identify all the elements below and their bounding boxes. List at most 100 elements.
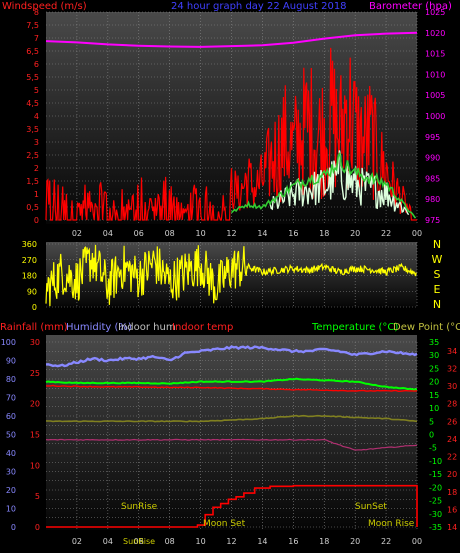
rain-tick-label: 10 (30, 461, 40, 470)
temp-x-tick-label: 00 (412, 537, 422, 546)
dew-point-tick-label: 14 (447, 523, 457, 532)
windspeed-tick-label: 2,5 (26, 151, 39, 160)
rain-tick-label: 30 (30, 338, 40, 347)
barometer-tick-label: 985 (425, 174, 440, 183)
windspeed-tick-label: 0,5 (26, 203, 39, 212)
temp-x-tick-label: 12 (226, 537, 236, 546)
humidity-tick-label: 90 (6, 357, 16, 366)
wind-x-tick-label: 00 (412, 229, 422, 238)
direction-tick-label: 180 (22, 272, 37, 281)
rain-tick-label: 15 (30, 431, 40, 440)
windspeed-tick-label: 7 (34, 34, 39, 43)
legend-rainfall: Rainfall (mm) (0, 322, 68, 333)
humidity-line (45, 345, 418, 368)
dew-point-line (45, 414, 418, 423)
wind-x-tick-label: 22 (381, 229, 391, 238)
indoor-temp-line (45, 384, 418, 393)
rain-tick-label: 5 (35, 492, 40, 501)
wind-x-tick-label: 10 (195, 229, 205, 238)
wind-x-tick-label: 20 (350, 229, 360, 238)
windspeed-tick-label: 4 (34, 112, 39, 121)
windspeed-tick-label: 6,5 (26, 47, 39, 56)
dew-point-tick-label: 18 (447, 488, 457, 497)
barometer-tick-label: 980 (425, 195, 440, 204)
wind-x-tick-label: 14 (257, 229, 267, 238)
direction-tick-label: 0 (32, 303, 37, 312)
direction-tick-label: 270 (22, 256, 37, 265)
moonrise-label: Moon Rise (368, 519, 415, 529)
windspeed-tick-label: 1 (34, 190, 39, 199)
windspeed-tick-label: 3,5 (26, 125, 39, 134)
temp-x-tick-label: 02 (72, 537, 82, 546)
dew-point-tick-label: 16 (447, 505, 457, 514)
humidity-tick-label: 40 (6, 449, 16, 458)
wind-light-line (269, 150, 410, 216)
barometer-tick-label: 995 (425, 133, 440, 142)
barometer-tick-label: 1025 (425, 8, 445, 17)
temperature-tick-label: 25 (429, 364, 439, 373)
temperature-tick-label: -25 (429, 497, 442, 506)
barometer-tick-label: 1020 (425, 29, 445, 38)
temperature-tick-label: -5 (429, 444, 437, 453)
humidity-tick-label: 30 (6, 468, 16, 477)
humidity-tick-label: 60 (6, 412, 16, 421)
temperature-tick-label: 35 (429, 338, 439, 347)
temperature-tick-label: 20 (429, 378, 439, 387)
direction-compass-label: S (434, 268, 441, 281)
humidity-tick-label: 100 (1, 338, 16, 347)
wind-speed-line (45, 47, 417, 221)
windspeed-tick-label: 7,5 (26, 21, 39, 30)
windspeed-tick-label: 6 (34, 60, 39, 69)
wind-x-tick-label: 12 (226, 229, 236, 238)
humidity-tick-label: 50 (6, 431, 16, 440)
barometer-tick-label: 1015 (425, 50, 445, 59)
windspeed-tick-label: 1,5 (26, 177, 39, 186)
rain-tick-label: 0 (35, 523, 40, 532)
temp-x-tick-label: 10 (195, 537, 205, 546)
dew-point-tick-label: 28 (447, 400, 457, 409)
temp-x-tick-label: 04 (103, 537, 113, 546)
temperature-tick-label: 0 (429, 431, 434, 440)
wind-x-tick-label: 18 (319, 229, 329, 238)
barometer-line (45, 31, 418, 48)
windspeed-tick-label: 3 (34, 138, 39, 147)
humidity-tick-label: 0 (11, 523, 16, 532)
series-lines (45, 31, 418, 528)
moonset-label: Moon Set (203, 519, 246, 529)
temperature-tick-label: 10 (429, 404, 439, 413)
direction-tick-label: 360 (22, 240, 37, 249)
windspeed-tick-label: 5 (34, 86, 39, 95)
wind-x-tick-label: 04 (103, 229, 113, 238)
legend-temperature: Temperature (°C) (311, 322, 398, 333)
temperature-tick-label: -20 (429, 483, 442, 492)
wind-direction-line (45, 244, 417, 307)
legend-humidity: Humidity (%) (66, 322, 132, 333)
rainfall-line (46, 484, 418, 528)
direction-compass-label: E (434, 283, 441, 296)
dew-point-tick-label: 34 (447, 347, 457, 356)
dew-point-tick-label: 24 (447, 435, 457, 444)
chart-title: 24 hour graph day 22 August 2018 (171, 1, 347, 12)
wind-x-tick-label: 16 (288, 229, 298, 238)
dew-point-tick-label: 30 (447, 382, 457, 391)
windspeed-axis-title: Windspeed (m/s) (2, 1, 87, 12)
windspeed-tick-label: 5,5 (26, 73, 39, 82)
dew-point-tick-label: 26 (447, 417, 457, 426)
humidity-tick-label: 20 (6, 486, 16, 495)
axis-labels: 0 0,5 1 1,5 2 2,5 3 3,5 4 4,5 5 5,5 6 6,5 7 7,5 8 975 980 9… (1, 8, 457, 546)
wind-gust-line (230, 152, 417, 219)
barometer-axis-title: Barometer (hpa) (369, 1, 452, 12)
legend-dew-point: Dew Point (°C) (393, 322, 460, 333)
temperature-tick-label: 30 (429, 351, 439, 360)
temperature-tick-label: -10 (429, 457, 442, 466)
dew-point-tick-label: 20 (447, 470, 457, 479)
temp-x-tick-label: 06 (134, 537, 144, 546)
sunrise-label: SunRise (121, 502, 158, 512)
temp-x-tick-label: 18 (319, 537, 329, 546)
humidity-tick-label: 80 (6, 375, 16, 384)
direction-compass-label: W (432, 253, 443, 266)
temperature-line (45, 377, 418, 391)
legend-indoor-temp: Indoor temp (172, 322, 233, 333)
direction-compass-label: N (433, 238, 441, 251)
